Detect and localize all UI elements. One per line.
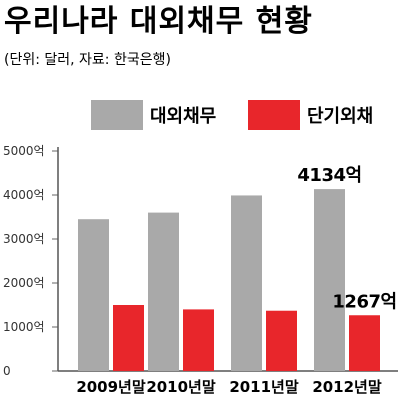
bar-short-term-debt-4 (349, 315, 380, 371)
bars-layer (78, 189, 380, 371)
bar-short-term-debt-1 (113, 305, 144, 371)
legend: 대외채무 단기외채 (91, 100, 373, 130)
legend-swatch-external-debt (91, 100, 143, 130)
data-label: 4134억 (297, 165, 361, 186)
bar-external-debt-3 (231, 195, 262, 371)
labels-layer: 2009년말 2010년말 2011년말 2012년말 4134억 1267억 (76, 165, 397, 396)
data-label: 1267억 (332, 291, 396, 312)
legend-label-short-term-debt: 단기외채 (307, 106, 373, 127)
y-tick-label: 2000억 (3, 276, 45, 290)
chart-title: 우리나라 대외채무 현황 (4, 4, 313, 39)
y-tick-label: 5000억 (3, 144, 45, 158)
y-tick-label: 0 (3, 364, 11, 378)
axis-layer: 0 1000억 2000억 3000억 4000억 5000억 (3, 144, 398, 378)
y-tick-label: 3000억 (3, 232, 45, 246)
y-tick-label: 1000억 (3, 320, 45, 334)
legend-swatch-short-term-debt (248, 100, 300, 130)
bar-short-term-debt-3 (266, 310, 297, 371)
bar-external-debt-1 (78, 219, 109, 371)
bar-short-term-debt-2 (183, 309, 214, 371)
chart-subtitle: (단위: 달러, 자료: 한국은행) (4, 52, 171, 68)
x-tick-label: 2012년말 (312, 378, 382, 396)
legend-label-external-debt: 대외채무 (150, 106, 216, 127)
x-tick-label: 2009년말 (76, 378, 146, 396)
y-tick-label: 4000억 (3, 188, 45, 202)
bar-external-debt-2 (148, 212, 179, 371)
x-tick-label: 2011년말 (229, 378, 299, 396)
x-tick-label: 2010년말 (146, 378, 216, 396)
bar-external-debt-4 (314, 189, 345, 371)
